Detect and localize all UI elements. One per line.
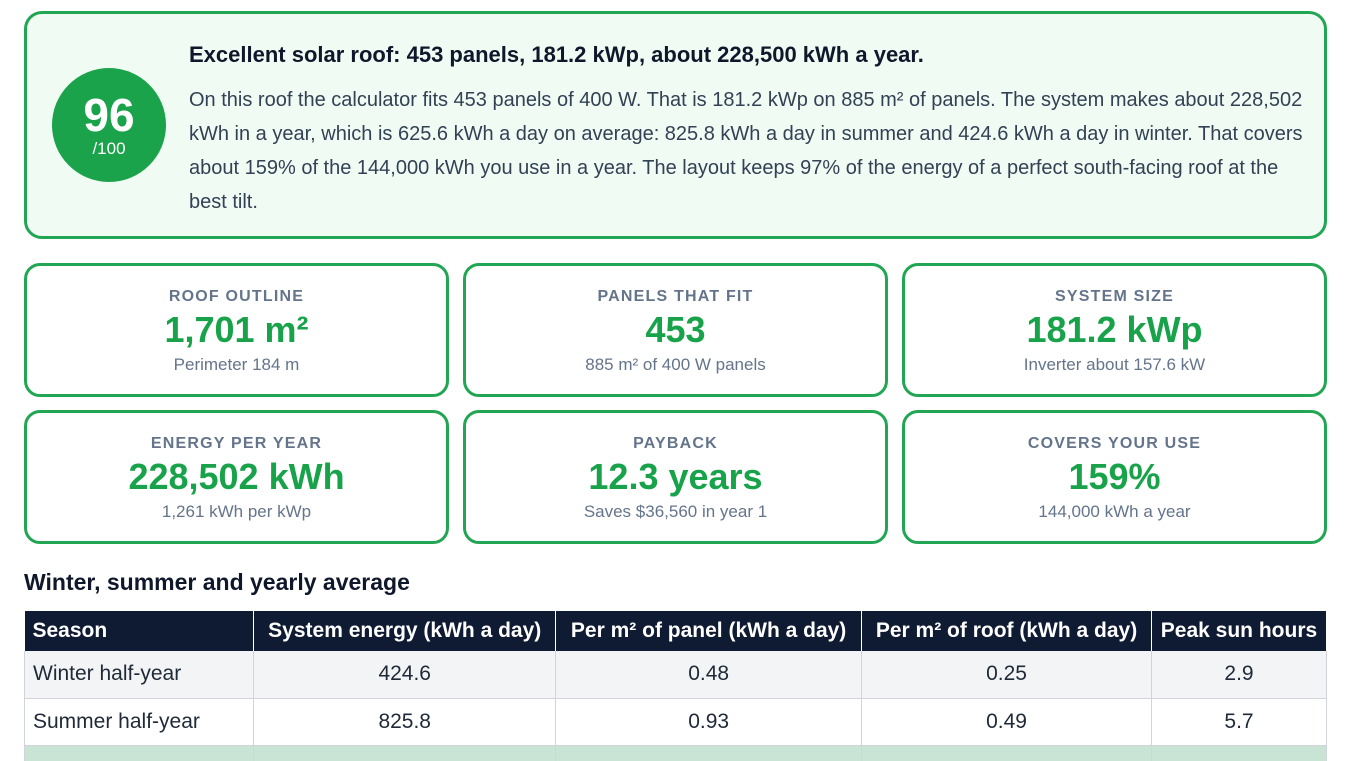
column-header-season: Season	[24, 611, 255, 651]
card-subtext: Inverter about 157.6 kW	[1023, 355, 1206, 374]
card-value: 453	[645, 309, 706, 350]
column-header-per-m2-roof: Per m² of roof (kWh a day)	[861, 611, 1152, 651]
card-subtext: Saves $36,560 in year 1	[583, 502, 768, 521]
table-cell: 0.49	[861, 698, 1152, 746]
score-value: 96	[83, 89, 135, 141]
column-header-per-m2-panel: Per m² of panel (kWh a day)	[555, 611, 863, 651]
table-cell	[555, 745, 863, 761]
table-cell	[23, 745, 255, 761]
card-label: PANELS THAT FIT	[597, 288, 754, 305]
season-table: Season System energy (kWh a day) Per m² …	[23, 611, 1328, 761]
column-header-system-energy: System energy (kWh a day)	[253, 611, 557, 651]
summary-panel: 96 /100 Excellent solar roof: 453 panels…	[24, 11, 1327, 239]
column-header-peak-sun-hours: Peak sun hours	[1151, 611, 1328, 651]
card-panels-that-fit: PANELS THAT FIT 453 885 m² of 400 W pane…	[463, 263, 888, 397]
table-cell	[1151, 745, 1328, 761]
card-subtext: Perimeter 184 m	[173, 355, 300, 374]
card-label: COVERS YOUR USE	[1027, 435, 1202, 452]
card-value: 12.3 years	[588, 456, 763, 497]
card-energy-per-year: ENERGY PER YEAR 228,502 kWh 1,261 kWh pe…	[24, 410, 449, 544]
card-covers-your-use: COVERS YOUR USE 159% 144,000 kWh a year	[902, 410, 1327, 544]
card-label: ENERGY PER YEAR	[150, 435, 323, 452]
table-cell: 2.9	[1151, 651, 1328, 699]
card-label: ROOF OUTLINE	[168, 288, 305, 305]
table-row: Summer half-year 825.8 0.93 0.49 5.7	[23, 698, 1328, 746]
card-value: 228,502 kWh	[128, 456, 345, 497]
table-cell: Winter half-year	[23, 651, 255, 699]
table-cell: 825.8	[253, 698, 557, 746]
card-payback: PAYBACK 12.3 years Saves $36,560 in year…	[463, 410, 888, 544]
card-subtext: 144,000 kWh a year	[1038, 502, 1191, 521]
card-subtext: 1,261 kWh per kWp	[161, 502, 312, 521]
card-value: 181.2 kWp	[1026, 309, 1203, 350]
card-label: SYSTEM SIZE	[1055, 288, 1174, 305]
table-cell: 0.48	[555, 651, 863, 699]
table-cell: 424.6	[253, 651, 557, 699]
table-row: Winter half-year 424.6 0.48 0.25 2.9	[23, 651, 1328, 699]
summary-text: On this roof the calculator fits 453 pan…	[189, 89, 1303, 213]
table-cell	[861, 745, 1152, 761]
card-subtext: 885 m² of 400 W panels	[585, 355, 766, 374]
season-table-title: Winter, summer and yearly average	[24, 569, 410, 595]
table-cell: 0.93	[555, 698, 863, 746]
score-badge: 96 /100	[52, 68, 166, 182]
card-roof-outline: ROOF OUTLINE 1,701 m² Perimeter 184 m	[24, 263, 449, 397]
table-cell: 0.25	[861, 651, 1152, 699]
score-max: /100	[92, 139, 126, 158]
card-system-size: SYSTEM SIZE 181.2 kWp Inverter about 157…	[902, 263, 1327, 397]
table-row	[23, 745, 1328, 761]
table-cell	[253, 745, 557, 761]
table-header-row: Season System energy (kWh a day) Per m² …	[24, 611, 1328, 651]
card-label: PAYBACK	[633, 435, 718, 452]
card-value: 1,701 m²	[164, 309, 309, 350]
table-cell: 5.7	[1151, 698, 1328, 746]
card-value: 159%	[1068, 456, 1161, 497]
table-cell: Summer half-year	[23, 698, 255, 746]
summary-title: Excellent solar roof: 453 panels, 181.2 …	[189, 42, 924, 67]
